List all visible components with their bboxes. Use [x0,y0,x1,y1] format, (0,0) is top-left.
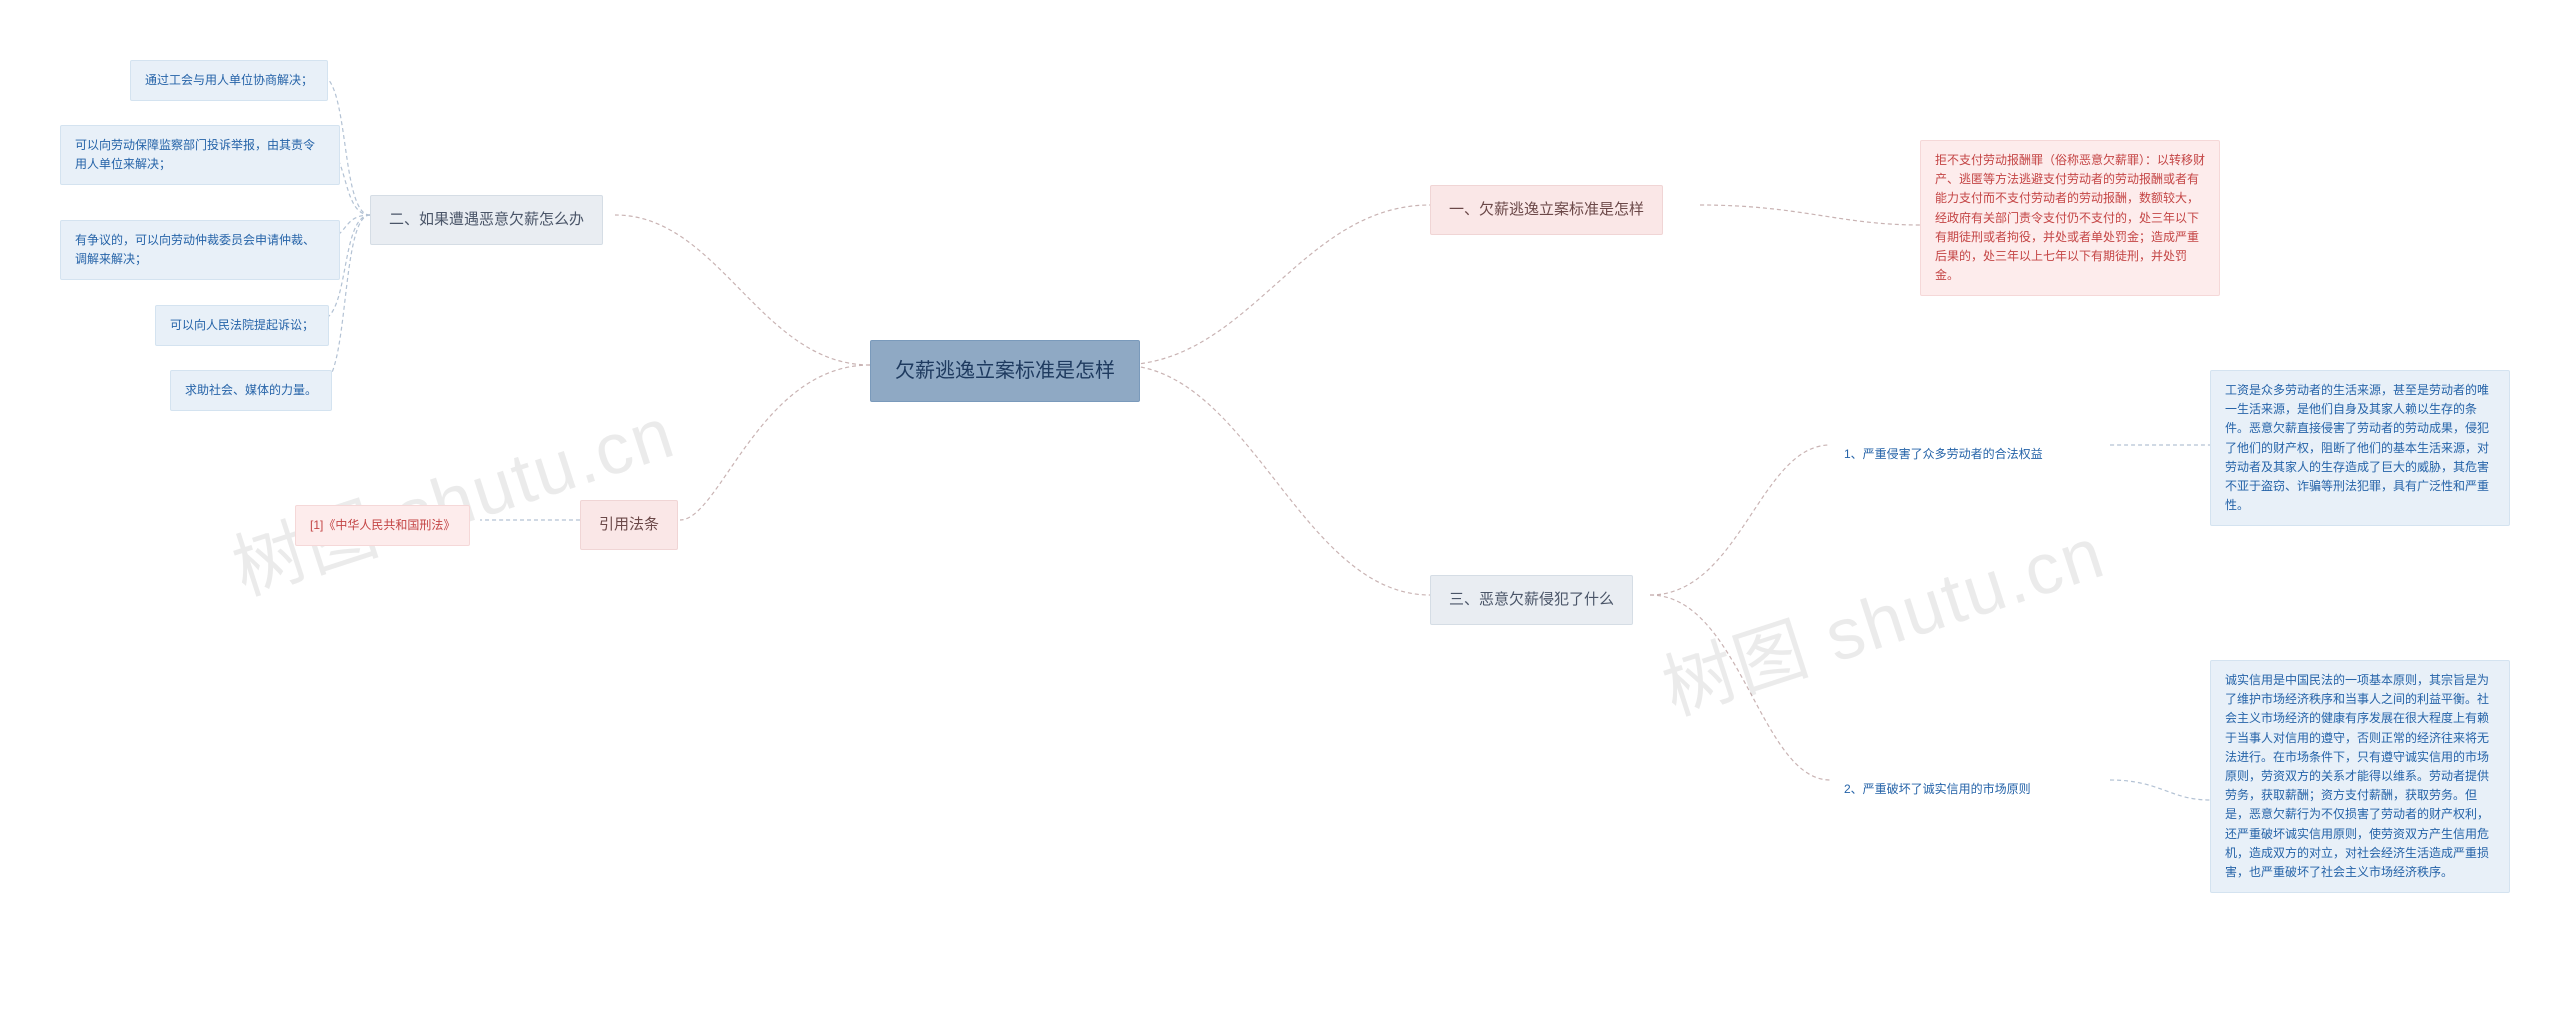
branch-2-item-3: 可以向人民法院提起诉讼； [155,305,329,346]
branch-3-sub2[interactable]: 2、严重破坏了诚实信用的市场原则 [1830,770,2110,809]
watermark-2: 树图 shutu.cn [1648,494,2116,735]
branch-2[interactable]: 二、如果遭遇恶意欠薪怎么办 [370,195,603,245]
branch-1-detail: 拒不支付劳动报酬罪（俗称恶意欠薪罪）：以转移财产、逃匿等方法逃避支付劳动者的劳动… [1920,140,2220,296]
branch-2-item-2: 有争议的，可以向劳动仲裁委员会申请仲裁、调解来解决； [60,220,340,280]
branch-3-sub1[interactable]: 1、严重侵害了众多劳动者的合法权益 [1830,435,2110,474]
branch-3-sub2-detail: 诚实信用是中国民法的一项基本原则，其宗旨是为了维护市场经济秩序和当事人之间的利益… [2210,660,2510,893]
root-node[interactable]: 欠薪逃逸立案标准是怎样 [870,340,1140,402]
branch-2-item-0: 通过工会与用人单位协商解决； [130,60,328,101]
branch-2-item-1: 可以向劳动保障监察部门投诉举报，由其责令用人单位来解决； [60,125,340,185]
branch-law[interactable]: 引用法条 [580,500,678,550]
law-ref: [1]《中华人民共和国刑法》 [295,505,470,546]
branch-3-sub1-detail: 工资是众多劳动者的生活来源，甚至是劳动者的唯一生活来源，是他们自身及其家人赖以生… [2210,370,2510,526]
branch-2-item-4: 求助社会、媒体的力量。 [170,370,332,411]
branch-1[interactable]: 一、欠薪逃逸立案标准是怎样 [1430,185,1663,235]
branch-3[interactable]: 三、恶意欠薪侵犯了什么 [1430,575,1633,625]
